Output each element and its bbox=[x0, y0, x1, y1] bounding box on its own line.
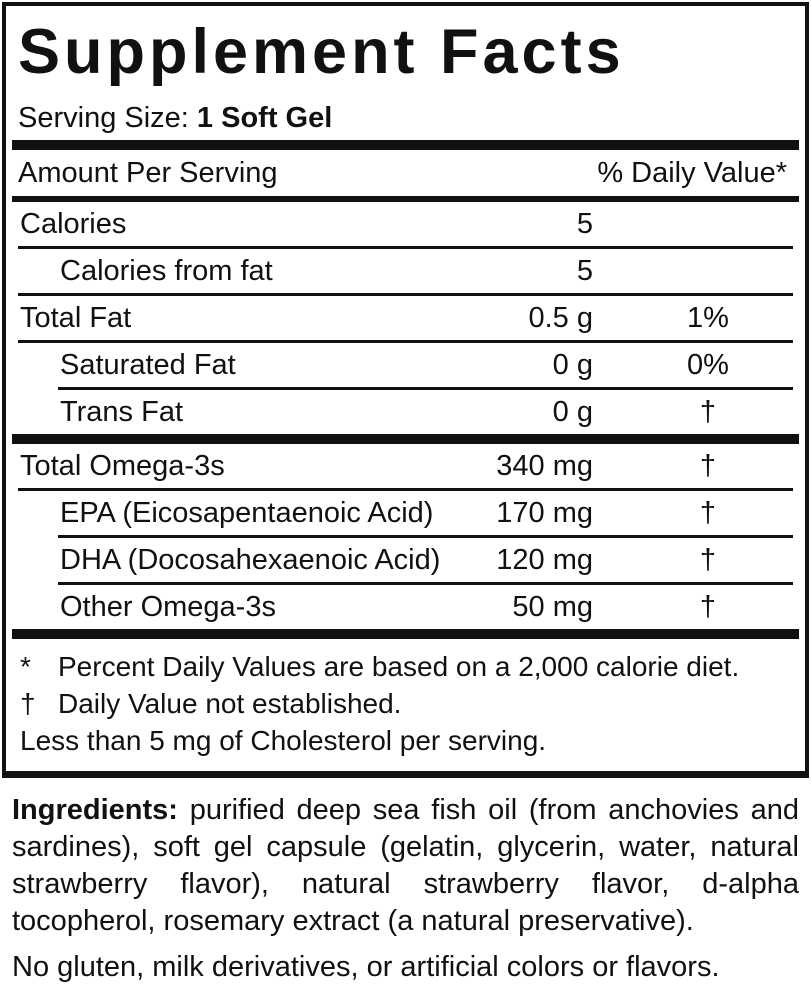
table-row: EPA (Eicosapentaenoic Acid) 170 mg † bbox=[18, 491, 793, 535]
daily-value-header: % Daily Value* bbox=[597, 156, 787, 189]
divider-header-bottom bbox=[12, 196, 799, 203]
table-row: Saturated Fat 0 g 0% bbox=[18, 343, 793, 387]
table-row: Trans Fat 0 g † bbox=[18, 390, 793, 434]
footnote-symbol: * bbox=[20, 651, 31, 683]
footnote-line: * Percent Daily Values are based on a 2,0… bbox=[20, 648, 791, 685]
footnote-text: Less than 5 mg of Cholesterol per servin… bbox=[20, 725, 547, 757]
table-row: Total Omega-3s 340 mg † bbox=[18, 444, 793, 488]
row-label: Saturated Fat bbox=[60, 348, 236, 381]
row-amount: 0 g bbox=[552, 348, 593, 381]
row-daily-value: † bbox=[699, 449, 717, 482]
table-row: Total Fat 0.5 g 1% bbox=[18, 296, 793, 340]
divider-thick-bottom bbox=[12, 629, 799, 640]
divider-thick-top bbox=[12, 140, 799, 151]
row-daily-value: 1% bbox=[687, 301, 729, 334]
row-amount: 170 mg bbox=[496, 496, 593, 529]
row-separator bbox=[18, 340, 793, 344]
amount-per-serving-header: Amount Per Serving bbox=[18, 156, 278, 189]
nutrition-table: Calories 5 Calories from fat 5 Total Fat 0.5 … bbox=[12, 202, 799, 640]
table-header-row: Amount Per Serving % Daily Value* bbox=[18, 150, 793, 196]
row-label: Other Omega-3s bbox=[60, 590, 276, 623]
row-daily-value: † bbox=[699, 395, 717, 428]
table-row: DHA (Docosahexaenoic Acid) 120 mg † bbox=[18, 538, 793, 582]
row-daily-value: † bbox=[699, 496, 717, 529]
ingredients-paragraph: Ingredients: purified deep sea fish oil … bbox=[12, 792, 799, 940]
supplement-facts-panel: Supplement Facts Serving Size: 1 Soft Ge… bbox=[2, 2, 809, 779]
table-row: Other Omega-3s 50 mg † bbox=[18, 585, 793, 629]
row-amount: 0.5 g bbox=[528, 301, 594, 334]
row-label: EPA (Eicosapentaenoic Acid) bbox=[60, 496, 434, 529]
table-row: Calories 5 bbox=[18, 202, 793, 246]
footnote-text: Daily Value not established. bbox=[58, 688, 402, 720]
ingredients-text: purified deep sea fish oil (from anchovi… bbox=[12, 794, 799, 938]
footnote-symbol: † bbox=[20, 688, 36, 720]
row-daily-value: † bbox=[699, 543, 717, 576]
row-label: Total Omega-3s bbox=[20, 449, 225, 482]
row-separator bbox=[18, 488, 793, 492]
serving-size-line: Serving Size: 1 Soft Gel bbox=[18, 101, 793, 135]
row-separator bbox=[58, 535, 793, 539]
ingredients-label: Ingredients: bbox=[12, 794, 178, 827]
row-amount: 5 bbox=[576, 207, 593, 240]
footnotes: * Percent Daily Values are based on a 2,0… bbox=[18, 639, 793, 763]
serving-size-value: 1 Soft Gel bbox=[196, 102, 333, 135]
allergen-note: No gluten, milk derivatives, or artifici… bbox=[12, 951, 720, 984]
row-label: Total Fat bbox=[20, 301, 132, 334]
row-daily-value: 0% bbox=[687, 348, 729, 381]
row-amount: 5 bbox=[576, 254, 593, 287]
serving-size-label: Serving Size: bbox=[18, 102, 189, 135]
row-daily-value: † bbox=[699, 590, 717, 623]
footnote-text: Percent Daily Values are based on a 2,00… bbox=[58, 651, 740, 683]
footnote-line: † Daily Value not established. bbox=[20, 685, 791, 722]
panel-title: Supplement Facts bbox=[18, 17, 625, 87]
row-amount: 120 mg bbox=[496, 543, 593, 576]
divider-thick-mid bbox=[12, 434, 799, 445]
row-label: Calories from fat bbox=[60, 254, 273, 287]
table-row: Calories from fat 5 bbox=[18, 249, 793, 293]
row-amount: 340 mg bbox=[496, 449, 593, 482]
row-separator bbox=[18, 293, 793, 297]
row-separator bbox=[58, 387, 793, 391]
row-label: DHA (Docosahexaenoic Acid) bbox=[60, 543, 441, 576]
row-label: Trans Fat bbox=[60, 395, 184, 428]
row-separator bbox=[18, 246, 793, 250]
row-amount: 50 mg bbox=[512, 590, 593, 623]
row-amount: 0 g bbox=[552, 395, 593, 428]
row-separator bbox=[58, 582, 793, 586]
row-label: Calories bbox=[20, 207, 127, 240]
footnote-line: Less than 5 mg of Cholesterol per servin… bbox=[20, 722, 791, 759]
